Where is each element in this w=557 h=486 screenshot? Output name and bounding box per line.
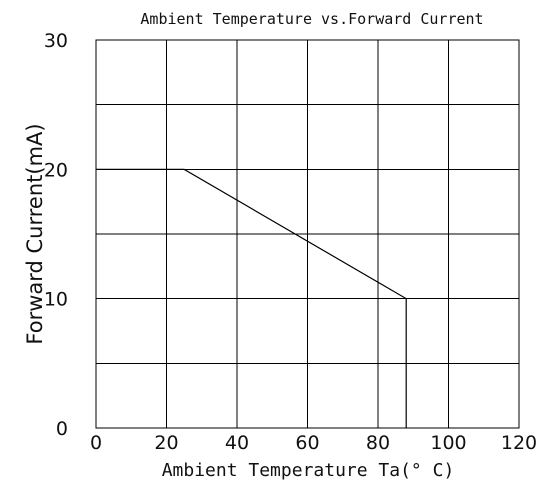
x-tick-label: 80 xyxy=(366,432,390,454)
x-tick-labels: 0 20 40 60 80 100 120 xyxy=(90,432,537,454)
y-tick-label: 30 xyxy=(44,30,68,52)
plot-frame xyxy=(95,39,520,429)
x-tick-label: 20 xyxy=(154,432,178,454)
x-tick-label: 100 xyxy=(430,432,466,454)
y-tick-labels: 0 10 20 30 xyxy=(44,30,68,440)
grid xyxy=(95,39,520,429)
x-axis-label: Ambient Temperature Ta(° C) xyxy=(162,460,455,481)
y-axis-label: Forward Current(mA) xyxy=(23,123,47,344)
x-tick-label: 60 xyxy=(295,432,319,454)
x-tick-label: 0 xyxy=(90,432,102,454)
series-layer xyxy=(96,168,407,428)
y-tick-label: 10 xyxy=(44,289,68,311)
chart-title: Ambient Temperature vs.Forward Current xyxy=(140,10,483,28)
y-tick-label: 0 xyxy=(56,418,68,440)
y-tick-label: 20 xyxy=(44,159,68,181)
x-tick-label: 120 xyxy=(501,432,537,454)
x-tick-label: 40 xyxy=(225,432,249,454)
series-line xyxy=(96,168,407,428)
